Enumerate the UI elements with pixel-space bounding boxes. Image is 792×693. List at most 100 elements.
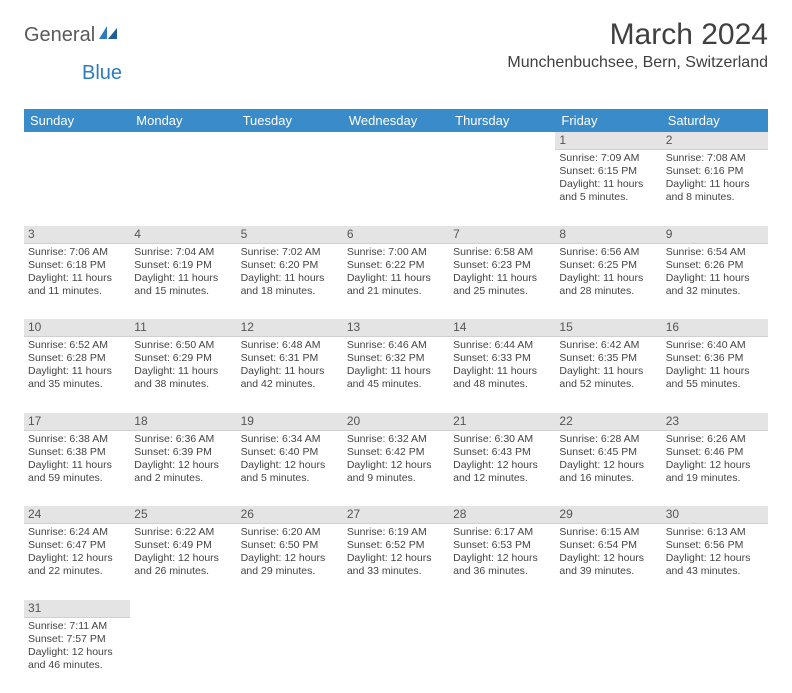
sunset-text: Sunset: 6:46 PM (666, 446, 764, 459)
sunset-text: Sunset: 6:18 PM (28, 259, 126, 272)
sunrise-text: Sunrise: 6:22 AM (134, 526, 232, 539)
day-cell: Sunrise: 6:42 AMSunset: 6:35 PMDaylight:… (555, 337, 661, 413)
day-cell: Sunrise: 6:15 AMSunset: 6:54 PMDaylight:… (555, 524, 661, 600)
sunrise-text: Sunrise: 6:30 AM (453, 433, 551, 446)
daylight-text: Daylight: 12 hours and 46 minutes. (28, 646, 126, 672)
daylight-text: Daylight: 11 hours and 42 minutes. (241, 365, 339, 391)
day-details: Sunrise: 6:26 AMSunset: 6:46 PMDaylight:… (662, 431, 768, 490)
sunrise-text: Sunrise: 7:04 AM (134, 246, 232, 259)
day-cell: Sunrise: 6:34 AMSunset: 6:40 PMDaylight:… (237, 430, 343, 506)
sunset-text: Sunset: 6:32 PM (347, 352, 445, 365)
sunrise-text: Sunrise: 6:48 AM (241, 339, 339, 352)
weekday-friday: Friday (555, 109, 661, 132)
sunset-text: Sunset: 6:29 PM (134, 352, 232, 365)
daylight-text: Daylight: 11 hours and 25 minutes. (453, 272, 551, 298)
sunset-text: Sunset: 6:26 PM (666, 259, 764, 272)
day-cell (555, 617, 661, 693)
day-number-cell (237, 132, 343, 150)
sunset-text: Sunset: 6:56 PM (666, 539, 764, 552)
day-number-cell (449, 132, 555, 150)
sunrise-text: Sunrise: 7:11 AM (28, 620, 126, 633)
sunset-text: Sunset: 6:19 PM (134, 259, 232, 272)
sunrise-text: Sunrise: 6:50 AM (134, 339, 232, 352)
logo: General (24, 24, 119, 47)
sunrise-text: Sunrise: 6:44 AM (453, 339, 551, 352)
day-details: Sunrise: 7:02 AMSunset: 6:20 PMDaylight:… (237, 244, 343, 303)
sunset-text: Sunset: 6:47 PM (28, 539, 126, 552)
daylight-text: Daylight: 11 hours and 15 minutes. (134, 272, 232, 298)
details-row: Sunrise: 6:24 AMSunset: 6:47 PMDaylight:… (24, 524, 768, 600)
day-cell: Sunrise: 7:09 AMSunset: 6:15 PMDaylight:… (555, 150, 661, 226)
day-number-cell: 24 (24, 506, 130, 524)
sunrise-text: Sunrise: 6:34 AM (241, 433, 339, 446)
sunrise-text: Sunrise: 6:40 AM (666, 339, 764, 352)
day-details: Sunrise: 6:40 AMSunset: 6:36 PMDaylight:… (662, 337, 768, 396)
sunset-text: Sunset: 6:15 PM (559, 165, 657, 178)
day-number-cell: 16 (662, 319, 768, 337)
sunrise-text: Sunrise: 6:19 AM (347, 526, 445, 539)
day-number-cell: 7 (449, 226, 555, 244)
sunset-text: Sunset: 6:16 PM (666, 165, 764, 178)
day-cell: Sunrise: 6:20 AMSunset: 6:50 PMDaylight:… (237, 524, 343, 600)
sunset-text: Sunset: 6:39 PM (134, 446, 232, 459)
sunset-text: Sunset: 6:20 PM (241, 259, 339, 272)
day-cell: Sunrise: 6:13 AMSunset: 6:56 PMDaylight:… (662, 524, 768, 600)
day-cell: Sunrise: 7:06 AMSunset: 6:18 PMDaylight:… (24, 243, 130, 319)
day-details: Sunrise: 7:06 AMSunset: 6:18 PMDaylight:… (24, 244, 130, 303)
day-number-cell (343, 132, 449, 150)
daylight-text: Daylight: 12 hours and 5 minutes. (241, 459, 339, 485)
day-number-cell: 2 (662, 132, 768, 150)
daylight-text: Daylight: 11 hours and 59 minutes. (28, 459, 126, 485)
daylight-text: Daylight: 11 hours and 8 minutes. (666, 178, 764, 204)
day-cell (449, 150, 555, 226)
weekday-header-row: Sunday Monday Tuesday Wednesday Thursday… (24, 109, 768, 132)
sunset-text: Sunset: 6:23 PM (453, 259, 551, 272)
day-number-cell: 19 (237, 413, 343, 431)
day-details: Sunrise: 6:50 AMSunset: 6:29 PMDaylight:… (130, 337, 236, 396)
weekday-saturday: Saturday (662, 109, 768, 132)
day-details: Sunrise: 6:56 AMSunset: 6:25 PMDaylight:… (555, 244, 661, 303)
daylight-text: Daylight: 12 hours and 29 minutes. (241, 552, 339, 578)
sunset-text: Sunset: 6:22 PM (347, 259, 445, 272)
daylight-text: Daylight: 11 hours and 21 minutes. (347, 272, 445, 298)
day-number-cell: 9 (662, 226, 768, 244)
day-cell (343, 150, 449, 226)
daylight-text: Daylight: 11 hours and 32 minutes. (666, 272, 764, 298)
sunset-text: Sunset: 6:28 PM (28, 352, 126, 365)
day-cell: Sunrise: 6:30 AMSunset: 6:43 PMDaylight:… (449, 430, 555, 506)
day-number-cell: 12 (237, 319, 343, 337)
day-number-cell: 26 (237, 506, 343, 524)
day-cell (237, 617, 343, 693)
day-cell: Sunrise: 6:50 AMSunset: 6:29 PMDaylight:… (130, 337, 236, 413)
day-cell (24, 150, 130, 226)
logo-text-general: General (24, 24, 95, 47)
daylight-text: Daylight: 11 hours and 48 minutes. (453, 365, 551, 391)
day-cell (130, 617, 236, 693)
details-row: Sunrise: 6:52 AMSunset: 6:28 PMDaylight:… (24, 337, 768, 413)
daynum-row: 31 (24, 600, 768, 618)
day-cell: Sunrise: 7:00 AMSunset: 6:22 PMDaylight:… (343, 243, 449, 319)
day-number-cell: 31 (24, 600, 130, 618)
day-number-cell: 28 (449, 506, 555, 524)
day-details: Sunrise: 6:58 AMSunset: 6:23 PMDaylight:… (449, 244, 555, 303)
day-cell (449, 617, 555, 693)
day-details: Sunrise: 6:20 AMSunset: 6:50 PMDaylight:… (237, 524, 343, 583)
day-number-cell (449, 600, 555, 618)
sunrise-text: Sunrise: 6:58 AM (453, 246, 551, 259)
day-details: Sunrise: 7:09 AMSunset: 6:15 PMDaylight:… (555, 150, 661, 209)
sunset-text: Sunset: 7:57 PM (28, 633, 126, 646)
weekday-sunday: Sunday (24, 109, 130, 132)
weekday-wednesday: Wednesday (343, 109, 449, 132)
logo-sail-icon (97, 24, 119, 47)
daylight-text: Daylight: 12 hours and 19 minutes. (666, 459, 764, 485)
day-details: Sunrise: 6:36 AMSunset: 6:39 PMDaylight:… (130, 431, 236, 490)
sunrise-text: Sunrise: 7:00 AM (347, 246, 445, 259)
day-details: Sunrise: 7:00 AMSunset: 6:22 PMDaylight:… (343, 244, 449, 303)
day-number-cell: 11 (130, 319, 236, 337)
day-cell: Sunrise: 6:44 AMSunset: 6:33 PMDaylight:… (449, 337, 555, 413)
sunset-text: Sunset: 6:33 PM (453, 352, 551, 365)
day-cell: Sunrise: 6:46 AMSunset: 6:32 PMDaylight:… (343, 337, 449, 413)
daylight-text: Daylight: 12 hours and 26 minutes. (134, 552, 232, 578)
weekday-thursday: Thursday (449, 109, 555, 132)
sunset-text: Sunset: 6:36 PM (666, 352, 764, 365)
